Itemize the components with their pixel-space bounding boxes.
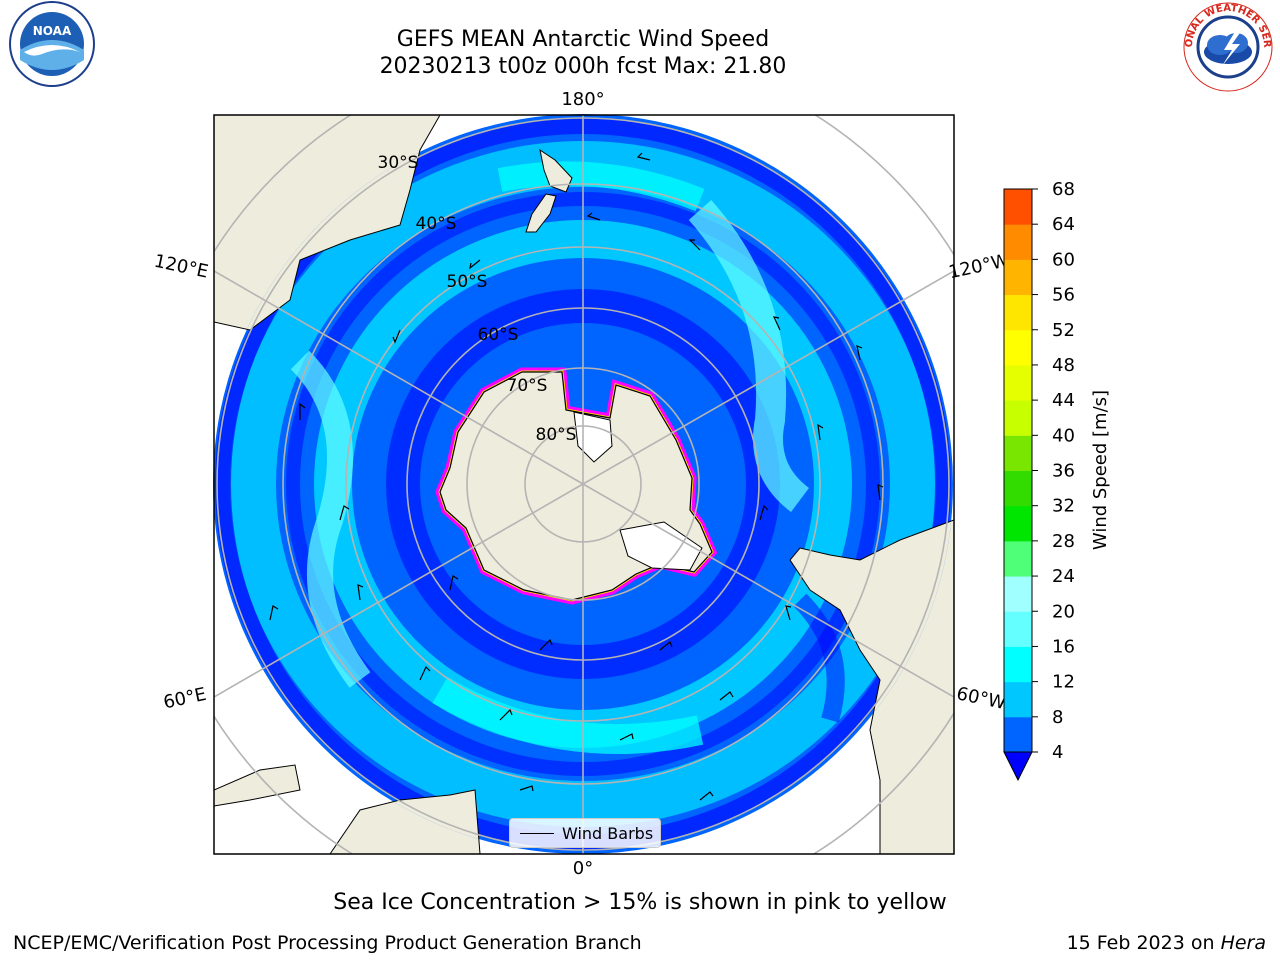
colorbar-segment [1004,189,1032,225]
lat-label-30s: 30°S [378,153,419,173]
chart-title: GEFS MEAN Antarctic Wind Speed [396,27,770,52]
sea-ice-caption: Sea Ice Concentration > 15% is shown in … [333,890,947,915]
colorbar-tick-label: 20 [1052,601,1075,622]
colorbar-label: Wind Speed [m/s] [1090,390,1111,550]
colorbar-segment [1004,435,1032,471]
colorbar-segment [1004,400,1032,436]
colorbar-tick-label: 56 [1052,285,1075,306]
lon-label-180: 180° [561,89,604,110]
footer-date-text: 15 Feb 2023 on [1066,932,1221,954]
colorbar-tick-label: 4 [1052,742,1063,763]
antarctica [439,371,713,601]
legend-label: Wind Barbs [562,823,654,843]
footer-host: Hera [1220,932,1266,954]
colorbar-tick-label: 16 [1052,636,1075,657]
nws-logo: NATIONAL WEATHER SERVICE [1178,0,1273,92]
colorbar-tick-label: 64 [1052,214,1075,235]
lat-label-50s: 50°S [447,272,488,292]
colorbar-tick-label: 44 [1052,390,1075,411]
lat-label-60s: 60°S [478,325,519,345]
colorbar-tick-label: 52 [1052,320,1075,341]
colorbar-segment [1004,505,1032,542]
colorbar-segment [1004,716,1032,753]
colorbar-segment [1004,224,1032,260]
map-frame [213,114,955,855]
colorbar-segment [1004,681,1032,718]
colorbar-tick-label: 12 [1052,672,1075,693]
colorbar-tick-label: 68 [1052,179,1075,200]
chart-subtitle: 20230213 t00z 000h fcst Max: 21.80 [379,54,787,79]
lon-label-120e: 120°E [152,251,210,283]
colorbar-tick-label: 40 [1052,425,1075,446]
colorbar-tick-label: 36 [1052,461,1075,482]
colorbar-segment [1004,611,1032,647]
footer-credit: NCEP/EMC/Verification Post Processing Pr… [13,932,642,954]
colorbar-segment [1004,259,1032,296]
colorbar-segment [1004,646,1032,683]
lon-label-60e: 60°E [162,684,209,714]
lon-label-60w: 60°W [955,683,1008,714]
colorbar-segment [1004,470,1032,507]
svg-text:NOAA: NOAA [33,24,72,38]
colorbar-segment [1004,294,1032,331]
wind-barbs [269,152,884,801]
colorbar-segment [1004,540,1032,577]
colorbar-tick-label: 28 [1052,531,1075,552]
lat-label-80s: 80°S [536,425,577,445]
noaa-logo: NOAA [9,1,95,87]
colorbar-tick-label: 32 [1052,496,1075,517]
colorbar-tick-label: 48 [1052,355,1075,376]
colorbar-tick-label: 8 [1052,707,1063,728]
legend-line-icon [520,832,554,834]
colorbar-segment [1004,329,1032,366]
wind-barbs-legend: Wind Barbs [509,818,661,848]
colorbar-tick-label: 24 [1052,566,1075,587]
colorbar-segment [1004,364,1032,401]
lon-label-0: 0° [573,858,593,879]
lon-label-120w: 120°W [947,250,1011,283]
colorbar-segment [1004,576,1032,612]
colorbar-extension [1003,751,1033,782]
lat-label-70s: 70°S [507,376,548,396]
colorbar-tick-label: 60 [1052,249,1075,270]
lat-label-40s: 40°S [416,214,457,234]
graticule [214,115,954,854]
footer-date: 15 Feb 2023 on Hera [1067,932,1266,954]
